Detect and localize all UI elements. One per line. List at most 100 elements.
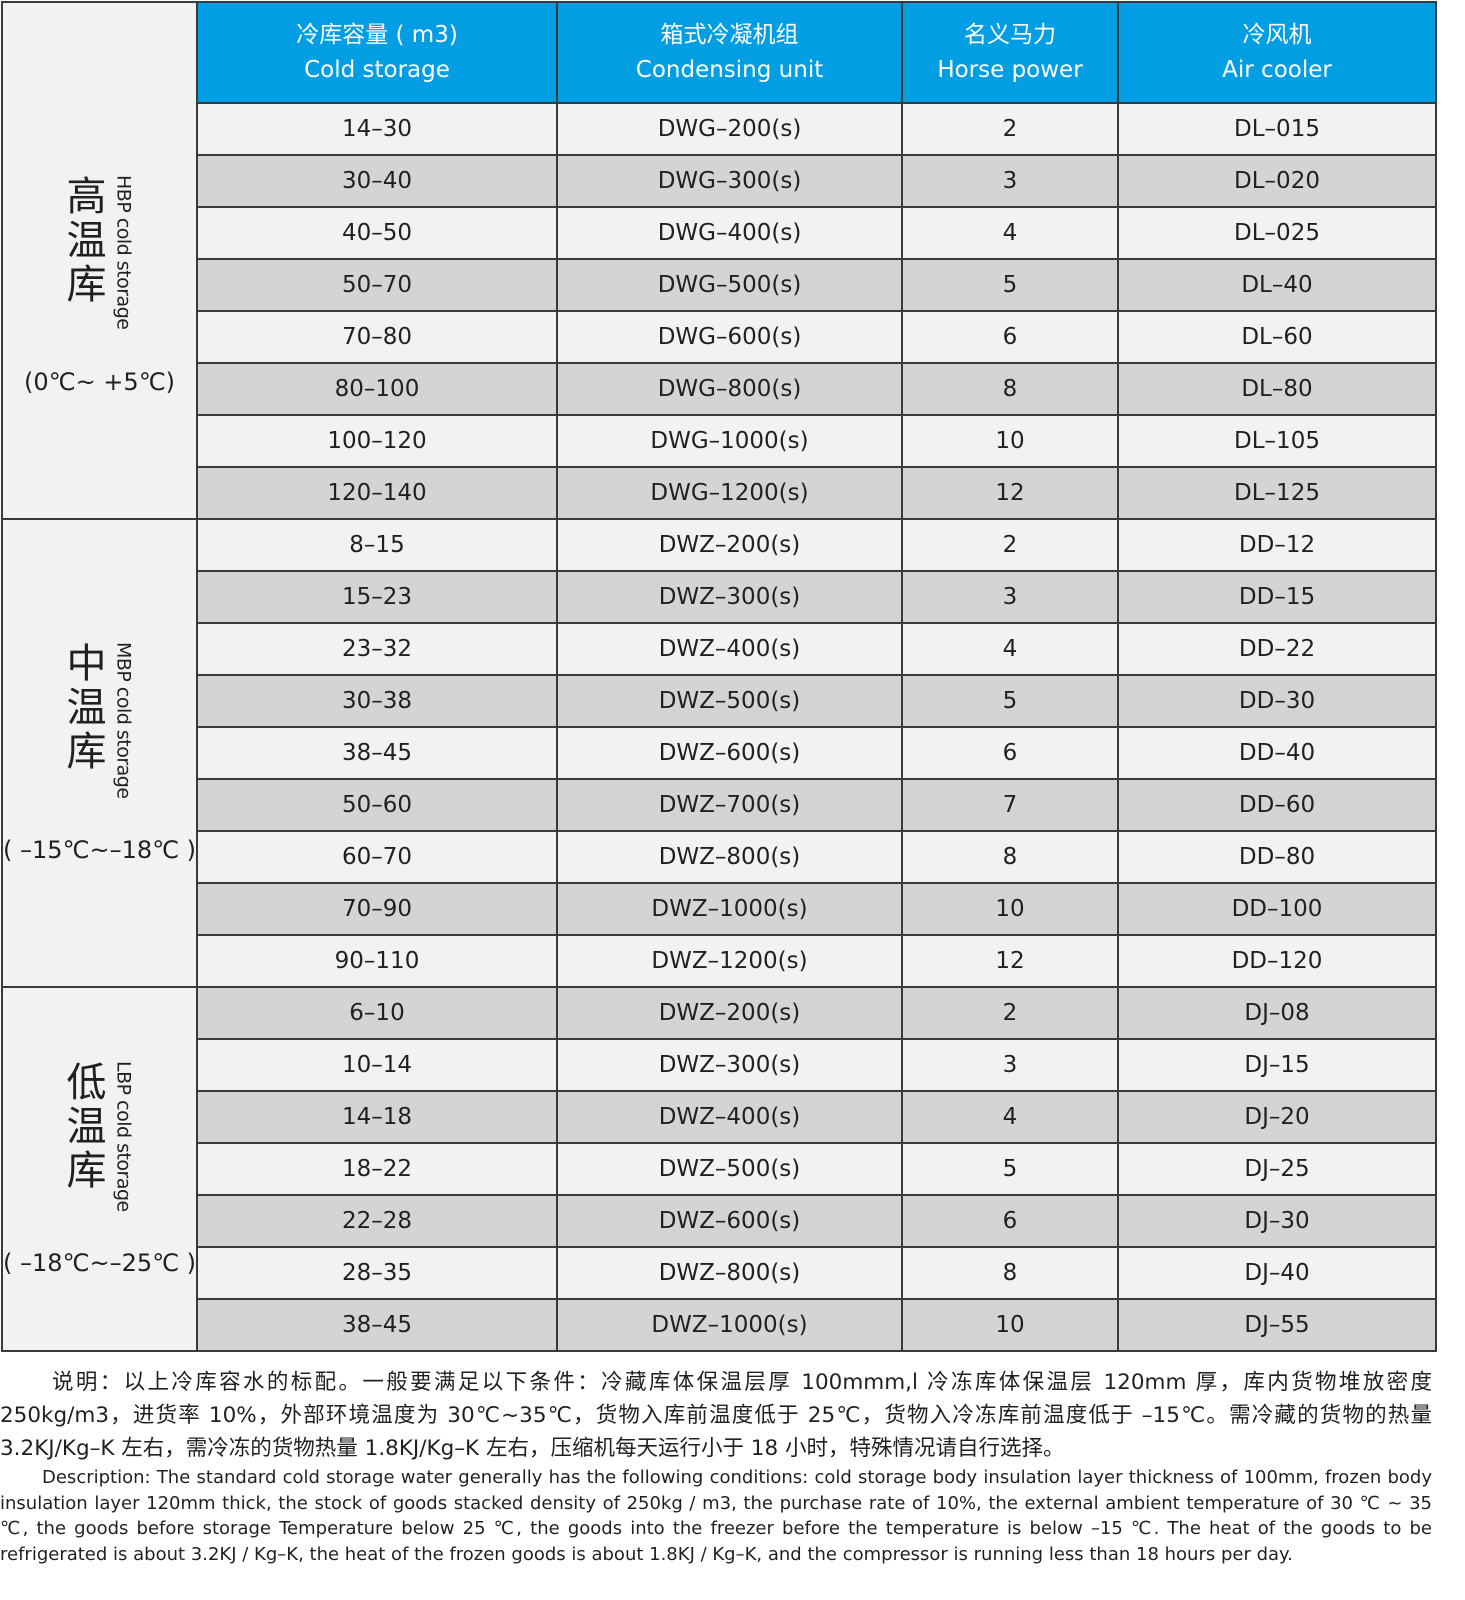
notes-cn: 说明：以上冷库容水的标配。一般要满足以下条件：冷藏库体保温层厚 100mmm,l… <box>0 1370 1432 1461</box>
header-en: Horse power <box>937 56 1083 83</box>
cell-air-cooler: DL–025 <box>1117 206 1437 260</box>
cell-condensing-unit: DWG–500(s) <box>556 258 903 312</box>
cell-horse-power: 7 <box>901 778 1119 832</box>
cell-horse-power: 4 <box>901 206 1119 260</box>
cell-air-cooler: DD–80 <box>1117 830 1437 884</box>
table-row: 30–40 DWG–300(s) 3 DL–020 <box>2 154 1437 208</box>
cell-condensing-unit: DWG–800(s) <box>556 362 903 416</box>
header-air-cooler: 冷风机 Air cooler <box>1117 1 1437 104</box>
cell-horse-power: 5 <box>901 674 1119 728</box>
cell-condensing-unit: DWG–300(s) <box>556 154 903 208</box>
cell-condensing-unit: DWZ–400(s) <box>556 1090 903 1144</box>
cell-condensing-unit: DWZ–200(s) <box>556 986 903 1040</box>
cell-air-cooler: DL–105 <box>1117 414 1437 468</box>
table-row: 70–80 DWG–600(s) 6 DL–60 <box>2 310 1437 364</box>
cell-capacity: 50–60 <box>196 778 558 832</box>
cell-horse-power: 2 <box>901 102 1119 156</box>
cell-capacity: 60–70 <box>196 830 558 884</box>
cell-capacity: 6–10 <box>196 986 558 1040</box>
table-row: 90–110 DWZ–1200(s) 12 DD–120 <box>2 934 1437 988</box>
cell-condensing-unit: DWG–600(s) <box>556 310 903 364</box>
cell-condensing-unit: DWZ–500(s) <box>556 674 903 728</box>
table-row: 40–50 DWG–400(s) 4 DL–025 <box>2 206 1437 260</box>
table-row: 38–45 DWZ–1000(s) 10 DJ–55 <box>2 1298 1437 1352</box>
table-row: 50–60 DWZ–700(s) 7 DD–60 <box>2 778 1437 832</box>
cell-condensing-unit: DWZ–400(s) <box>556 622 903 676</box>
cell-condensing-unit: DWZ–200(s) <box>556 518 903 572</box>
group-temperature: ( –15℃~–18℃ ) <box>2 836 197 865</box>
cell-capacity: 8–15 <box>196 518 558 572</box>
cell-air-cooler: DD–40 <box>1117 726 1437 780</box>
cell-capacity: 80–100 <box>196 362 558 416</box>
cell-condensing-unit: DWZ–800(s) <box>556 1246 903 1300</box>
cell-air-cooler: DJ–25 <box>1117 1142 1437 1196</box>
header-condensing-unit: 箱式冷凝机组 Condensing unit <box>556 1 903 104</box>
header-cn: 冷风机 <box>1242 21 1312 48</box>
cell-capacity: 38–45 <box>196 1298 558 1352</box>
cell-condensing-unit: DWG–200(s) <box>556 102 903 156</box>
table-row: 70–90 DWZ–1000(s) 10 DD–100 <box>2 882 1437 936</box>
table-row: 30–38 DWZ–500(s) 5 DD–30 <box>2 674 1437 728</box>
cell-horse-power: 10 <box>901 1298 1119 1352</box>
cell-air-cooler: DL–80 <box>1117 362 1437 416</box>
cell-air-cooler: DD–120 <box>1117 934 1437 988</box>
cell-air-cooler: DJ–55 <box>1117 1298 1437 1352</box>
cell-horse-power: 12 <box>901 466 1119 520</box>
cell-capacity: 100–120 <box>196 414 558 468</box>
cell-horse-power: 6 <box>901 1194 1119 1248</box>
cell-capacity: 22–28 <box>196 1194 558 1248</box>
header-en: Air cooler <box>1222 56 1332 83</box>
cell-capacity: 30–40 <box>196 154 558 208</box>
cell-horse-power: 6 <box>901 310 1119 364</box>
cell-air-cooler: DD–22 <box>1117 622 1437 676</box>
cell-condensing-unit: DWG–1200(s) <box>556 466 903 520</box>
group-title-en: HBP cold storage <box>112 175 135 330</box>
cell-capacity: 28–35 <box>196 1246 558 1300</box>
cell-air-cooler: DJ–40 <box>1117 1246 1437 1300</box>
header-en: Cold storage <box>304 56 450 83</box>
cell-air-cooler: DJ–30 <box>1117 1194 1437 1248</box>
notes-en: Description: The standard cold storage w… <box>0 1467 1432 1565</box>
cell-horse-power: 3 <box>901 154 1119 208</box>
cell-capacity: 70–80 <box>196 310 558 364</box>
group-temperature: (0℃~ +5℃) <box>23 367 176 396</box>
header-horse-power: 名义马力 Horse power <box>901 1 1119 104</box>
cell-horse-power: 3 <box>901 570 1119 624</box>
table-row: 38–45 DWZ–600(s) 6 DD–40 <box>2 726 1437 780</box>
cell-air-cooler: DL–40 <box>1117 258 1437 312</box>
table-row: 中温库 MBP cold storage( –15℃~–18℃ ) 8–15 DWZ–… <box>1 518 1437 988</box>
notes: 说明：以上冷库容水的标配。一般要满足以下条件：冷藏库体保温层厚 100mmm,l… <box>0 1366 1432 1567</box>
group-title-cn: 高温库 <box>66 174 107 309</box>
header-row: 高温库 HBP cold storage (0℃~ +5℃) 冷库容量 ( m3) C… <box>1 1 1437 520</box>
group-cell-lbp: 低温库 LBP cold storage ( –18℃~–25℃ ) <box>1 986 198 1352</box>
cell-horse-power: 8 <box>901 1246 1119 1300</box>
cell-air-cooler: DL–020 <box>1117 154 1437 208</box>
cell-capacity: 38–45 <box>196 726 558 780</box>
cell-horse-power: 4 <box>901 622 1119 676</box>
table-row: 100–120 DWG–1000(s) 10 DL–105 <box>2 414 1437 468</box>
header-cold-storage: 冷库容量 ( m3) Cold storage <box>196 1 558 104</box>
cell-air-cooler: DD–15 <box>1117 570 1437 624</box>
group-temperature: ( –18℃~–25℃ ) <box>2 1249 197 1278</box>
cell-air-cooler: DD–100 <box>1117 882 1437 936</box>
cell-horse-power: 5 <box>901 258 1119 312</box>
cell-condensing-unit: DWZ–1200(s) <box>556 934 903 988</box>
group-title-cn: 中温库 <box>66 640 107 775</box>
cell-horse-power: 12 <box>901 934 1119 988</box>
cell-air-cooler: DL–125 <box>1117 466 1437 520</box>
cell-condensing-unit: DWZ–300(s) <box>556 1038 903 1092</box>
cell-capacity: 50–70 <box>196 258 558 312</box>
cell-capacity: 15–23 <box>196 570 558 624</box>
cell-capacity: 23–32 <box>196 622 558 676</box>
cell-condensing-unit: DWZ–500(s) <box>556 1142 903 1196</box>
cold-storage-spec-table: 高温库 HBP cold storage (0℃~ +5℃) 冷库容量 ( m3) C… <box>1 1 1437 1352</box>
cell-condensing-unit: DWZ–600(s) <box>556 726 903 780</box>
table-row: 10–14 DWZ–300(s) 3 DJ–15 <box>2 1038 1437 1092</box>
group-title-cn: 低温库 <box>66 1059 107 1194</box>
table-row: 14–18 DWZ–400(s) 4 DJ–20 <box>2 1090 1437 1144</box>
cell-condensing-unit: DWZ–300(s) <box>556 570 903 624</box>
cell-air-cooler: DJ–08 <box>1117 986 1437 1040</box>
cell-horse-power: 10 <box>901 882 1119 936</box>
cell-air-cooler: DJ–20 <box>1117 1090 1437 1144</box>
cell-condensing-unit: DWZ–700(s) <box>556 778 903 832</box>
